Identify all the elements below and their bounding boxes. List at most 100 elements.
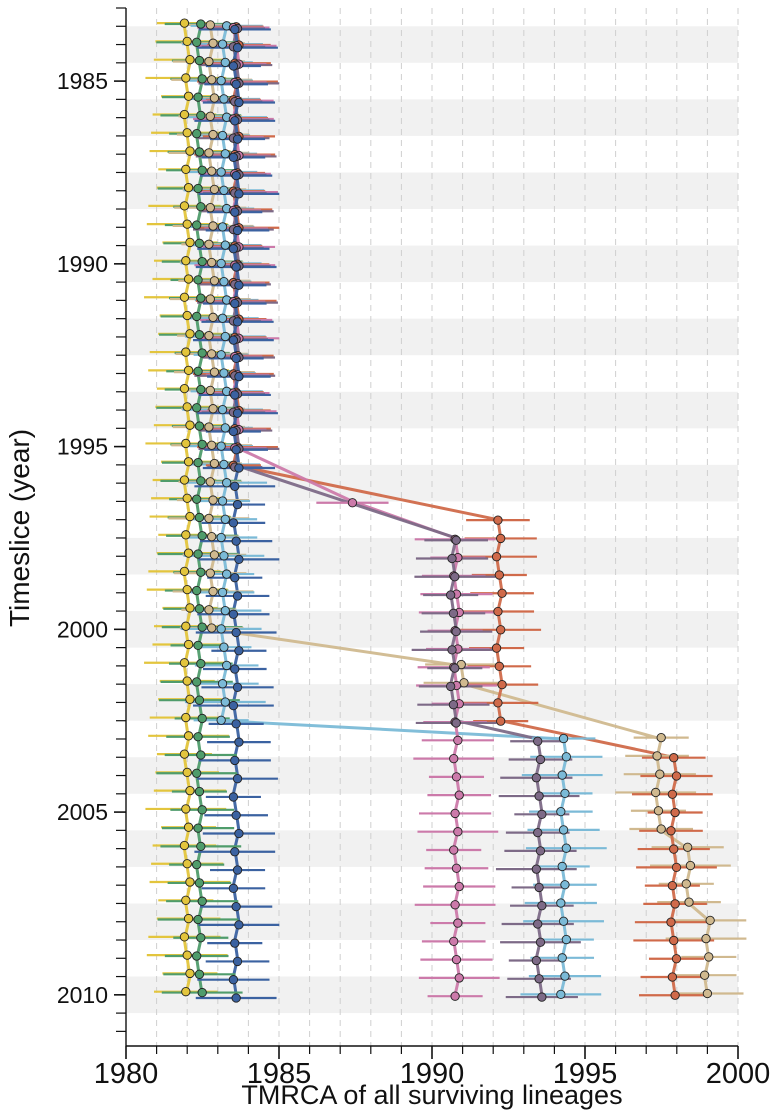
data-point: [685, 860, 696, 871]
data-point: [232, 43, 243, 53]
y-tick-label: 1990: [57, 251, 108, 277]
data-point: [232, 956, 243, 967]
data-point: [179, 749, 190, 759]
data-point: [193, 549, 203, 559]
data-point: [205, 203, 215, 213]
data-point: [196, 384, 206, 395]
data-point: [192, 585, 202, 596]
data-point: [194, 695, 205, 705]
x-tick-label: 1980: [94, 1058, 159, 1090]
data-point: [194, 55, 205, 66]
vertical-gridlines: [125, 8, 739, 1046]
data-point: [194, 330, 205, 340]
data-point: [183, 457, 194, 467]
data-point: [231, 262, 241, 272]
data-point: [667, 789, 678, 799]
data-point: [208, 129, 218, 140]
data-point: [204, 605, 214, 615]
data-point: [556, 806, 566, 817]
data-point: [205, 477, 215, 487]
data-point: [651, 787, 661, 798]
data-point: [192, 951, 202, 961]
data-point: [531, 773, 541, 783]
data-point: [454, 790, 464, 800]
data-point: [208, 38, 218, 48]
data-point: [222, 478, 232, 488]
data-point: [232, 682, 243, 692]
data-point: [209, 276, 220, 286]
data-point: [451, 535, 461, 545]
data-point: [234, 554, 244, 565]
data-point: [561, 934, 571, 945]
data-point: [193, 640, 203, 651]
data-point: [231, 353, 241, 364]
data-point: [534, 974, 544, 984]
x-axis-label: TMRCA of all surviving lineages: [241, 1080, 622, 1110]
data-point: [182, 950, 192, 960]
data-point: [196, 567, 206, 577]
data-point: [228, 61, 239, 71]
data-point: [181, 895, 191, 905]
data-point: [181, 530, 191, 540]
data-point: [491, 643, 502, 653]
data-point: [496, 533, 506, 544]
data-point: [669, 753, 679, 763]
data-point: [669, 844, 679, 854]
data-point: [670, 899, 680, 909]
data-point: [449, 936, 459, 947]
y-tick-label: 2000: [57, 616, 108, 642]
data-point: [230, 116, 240, 126]
data-point: [234, 189, 244, 199]
data-point: [194, 238, 205, 248]
data-point: [230, 755, 240, 766]
data-point: [182, 36, 192, 47]
data-point: [494, 661, 504, 671]
data-point: [179, 932, 190, 942]
data-point: [219, 94, 229, 104]
data-point: [222, 569, 232, 579]
data-point: [185, 968, 195, 979]
data-point: [231, 170, 241, 181]
data-point: [667, 972, 678, 982]
data-point: [217, 496, 228, 506]
data-point: [228, 609, 239, 619]
data-point: [182, 676, 192, 686]
data-point: [192, 311, 202, 322]
x-tick-label: 1990: [400, 1058, 465, 1090]
data-point: [453, 735, 463, 745]
data-point: [231, 901, 241, 912]
data-point: [537, 992, 547, 1002]
data-point: [232, 225, 243, 236]
background-band: [126, 757, 738, 794]
data-point: [230, 298, 240, 309]
data-point: [494, 570, 504, 580]
data-point: [192, 677, 202, 687]
data-point: [185, 329, 195, 339]
data-point: [454, 973, 464, 983]
data-point: [231, 627, 241, 638]
data-point: [185, 786, 195, 796]
data-point: [684, 897, 694, 907]
data-point: [196, 658, 206, 669]
data-point: [205, 568, 215, 578]
data-point: [217, 222, 228, 232]
data-point: [183, 639, 194, 650]
data-point: [535, 754, 546, 765]
data-point: [222, 660, 232, 671]
data-point: [230, 664, 240, 674]
data-point: [196, 476, 206, 486]
data-point: [234, 828, 244, 839]
data-point: [179, 840, 190, 851]
data-point: [194, 604, 205, 614]
data-point: [234, 371, 244, 382]
data-point: [208, 221, 218, 231]
data-point: [449, 753, 459, 764]
data-point: [197, 439, 207, 449]
data-point: [671, 771, 682, 781]
data-point: [217, 679, 228, 689]
data-point: [181, 438, 191, 449]
y-tick-label: 1995: [57, 434, 108, 460]
data-point: [681, 879, 691, 889]
data-point: [197, 74, 207, 84]
data-point: [220, 514, 230, 524]
